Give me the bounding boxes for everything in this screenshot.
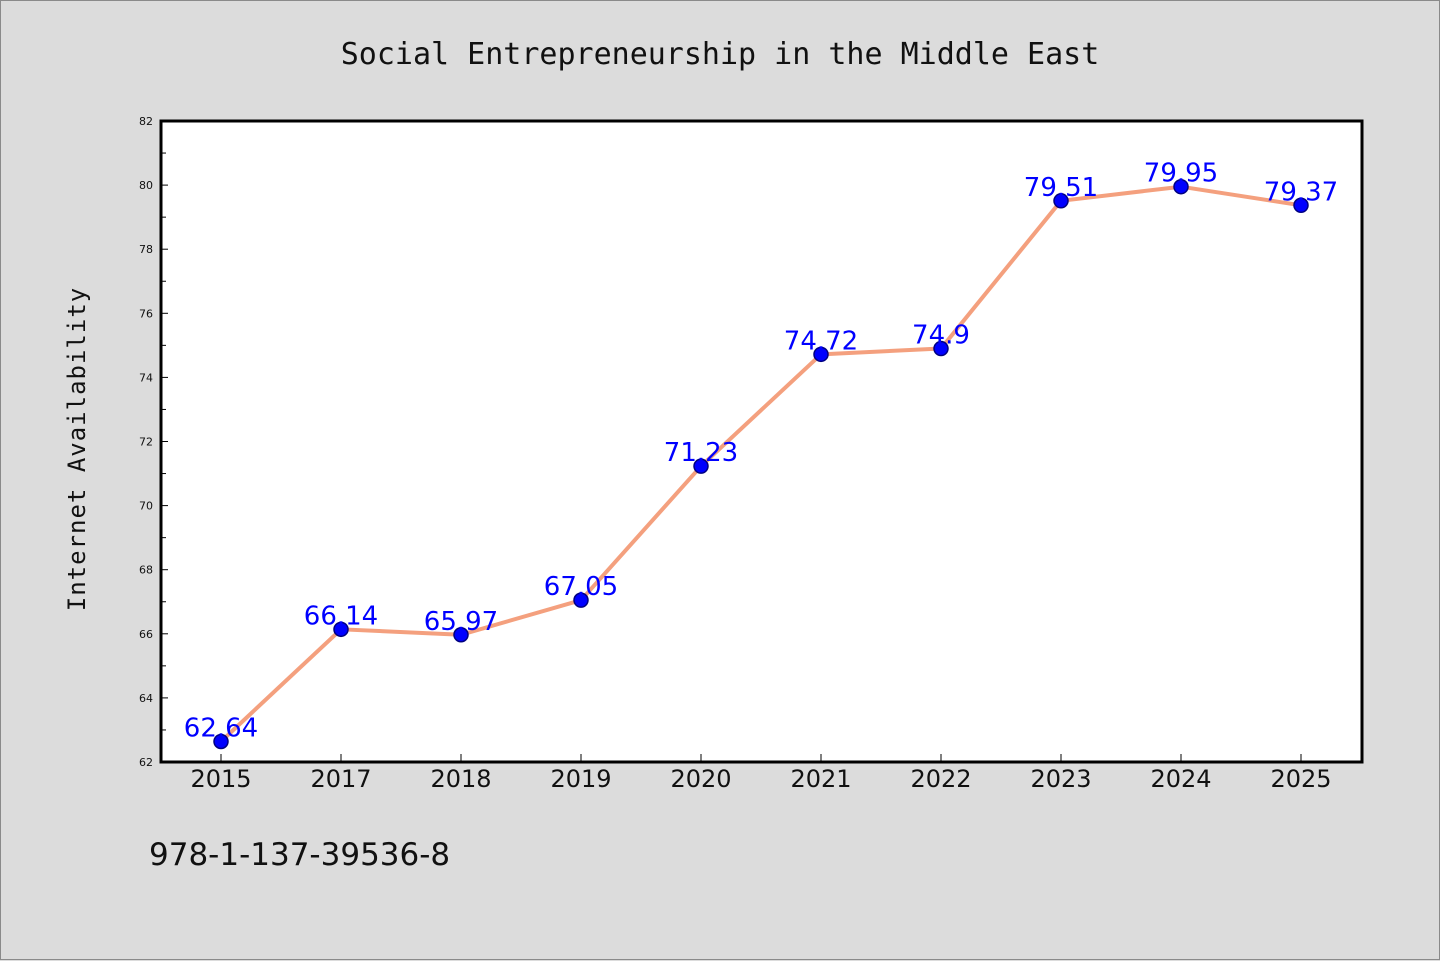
y-tick-label: 76: [139, 307, 153, 320]
x-tick-label: 2020: [670, 765, 731, 793]
x-tick-label: 2019: [550, 765, 611, 793]
y-tick-label: 62: [139, 756, 153, 769]
x-tick-label: 2017: [310, 765, 371, 793]
x-tick-label: 2018: [430, 765, 491, 793]
data-label: 65.97: [424, 607, 498, 637]
y-tick-label: 80: [139, 179, 153, 192]
data-point: [333, 621, 349, 638]
y-tick-label: 82: [139, 115, 153, 128]
data-point: [453, 627, 469, 643]
x-tick-label: 2023: [1030, 765, 1091, 793]
data-label: 74.72: [784, 326, 858, 356]
data-point: [693, 458, 709, 474]
x-axis-ticks: 2015 2017 2018 2019 2020 2021 2022 2023 2024 2025: [190, 754, 1332, 793]
data-point: [1293, 197, 1309, 214]
data-label: 74.9: [912, 321, 970, 351]
y-tick-label: 72: [139, 436, 153, 449]
x-tick-label: 2021: [790, 765, 851, 793]
data-label: 66.14: [304, 601, 378, 631]
series-line: [219, 184, 1303, 744]
data-label: 71.23: [664, 438, 738, 468]
y-tick-label: 66: [139, 628, 153, 641]
series-layer: 62.64 66.14 65.97 67.05 71.23 74.72 74.9 79.51 7…: [184, 159, 1338, 750]
data-label: 79.37: [1264, 177, 1338, 207]
y-tick-label: 68: [139, 564, 153, 577]
y-tick-label: 74: [139, 371, 153, 384]
y-axis-ticks: 62 64 66 68 70 72 74 76 78 80 82: [139, 115, 168, 769]
data-label: 79.95: [1144, 159, 1218, 189]
chart-title: Social Entrepreneurship in the Middle Ea…: [341, 37, 1100, 72]
data-point: [813, 346, 829, 363]
x-tick-label: 2015: [190, 765, 251, 793]
isbn-label: 978-1-137-39536-8: [149, 837, 450, 873]
data-point: [573, 592, 589, 608]
y-axis-label: Internet Availability: [63, 287, 91, 611]
data-point: [1173, 178, 1189, 195]
data-label: 67.05: [544, 572, 618, 602]
plot-area: [161, 121, 1362, 762]
data-label: 79.51: [1024, 173, 1098, 203]
y-tick-label: 70: [139, 500, 153, 513]
x-tick-label: 2024: [1150, 765, 1211, 793]
y-tick-label: 64: [139, 692, 153, 705]
x-tick-label: 2025: [1270, 765, 1331, 793]
data-point: [1053, 193, 1069, 209]
y-tick-label: 78: [139, 243, 153, 256]
x-tick-label: 2022: [910, 765, 971, 793]
data-point: [213, 733, 229, 750]
data-point: [933, 340, 949, 357]
plot-border: [159, 119, 1364, 764]
data-label: 62.64: [184, 713, 258, 743]
